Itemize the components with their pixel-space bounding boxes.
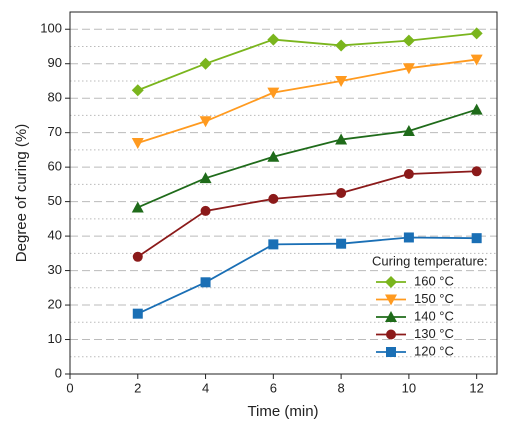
marker (267, 150, 280, 162)
y-tick-label: 40 (48, 228, 62, 243)
series-line (137, 236, 477, 315)
marker (336, 188, 347, 198)
plot-frame (69, 11, 498, 375)
y-tick-label: 80 (48, 90, 62, 105)
y-tick-label: 0 (55, 365, 62, 380)
marker (403, 232, 414, 243)
legend-marker (386, 329, 396, 340)
legend-marker (385, 294, 397, 306)
marker (199, 172, 212, 184)
y-tick-label: 30 (48, 262, 62, 277)
y-tick-label: 70 (48, 124, 62, 139)
y-tick-label: 90 (48, 55, 62, 70)
y-tick-label: 10 (48, 331, 62, 346)
marker (131, 138, 144, 150)
marker (267, 87, 280, 99)
marker (471, 233, 482, 244)
marker (268, 193, 279, 204)
series-line (137, 32, 477, 92)
marker (471, 166, 482, 177)
legend-label: 120 °C (414, 343, 454, 358)
legend-title: Curing temperature: (372, 253, 488, 268)
marker (336, 238, 347, 249)
y-tick-label: 50 (48, 193, 62, 208)
marker (402, 34, 415, 47)
y-axis-label: Degree of curing (%) (13, 124, 30, 262)
marker (132, 251, 143, 262)
marker (402, 124, 415, 136)
series-line (137, 108, 477, 209)
marker (267, 33, 280, 46)
legend-marker (385, 311, 397, 322)
marker (402, 63, 415, 75)
marker (268, 239, 279, 250)
legend-label: 130 °C (414, 326, 454, 341)
marker (131, 84, 144, 97)
marker (403, 169, 414, 180)
legend-marker (386, 347, 396, 357)
marker (199, 57, 212, 70)
x-tick-label: 4 (202, 380, 209, 395)
marker (335, 75, 348, 87)
x-tick-label: 12 (469, 380, 483, 395)
marker (470, 27, 483, 40)
x-axis-label: Time (min) (247, 403, 318, 420)
legend-label: 160 °C (414, 273, 454, 288)
marker (131, 201, 144, 213)
series-line (137, 58, 477, 144)
y-tick-label: 60 (48, 159, 62, 174)
legend-label: 140 °C (414, 308, 454, 323)
x-tick-label: 2 (134, 380, 141, 395)
legend-label: 150 °C (414, 291, 454, 306)
series-line (137, 170, 477, 258)
legend-marker (385, 276, 397, 288)
x-tick-label: 8 (337, 380, 344, 395)
marker (132, 308, 143, 319)
marker (335, 39, 348, 52)
x-tick-label: 6 (270, 380, 277, 395)
y-tick-label: 20 (48, 296, 62, 311)
marker (199, 116, 212, 128)
x-tick-label: 0 (66, 380, 73, 395)
marker (200, 277, 211, 288)
marker (470, 54, 483, 66)
y-tick-label: 100 (40, 21, 62, 36)
marker (470, 103, 483, 115)
x-tick-label: 10 (402, 380, 416, 395)
marker (335, 133, 348, 145)
marker (200, 205, 211, 216)
